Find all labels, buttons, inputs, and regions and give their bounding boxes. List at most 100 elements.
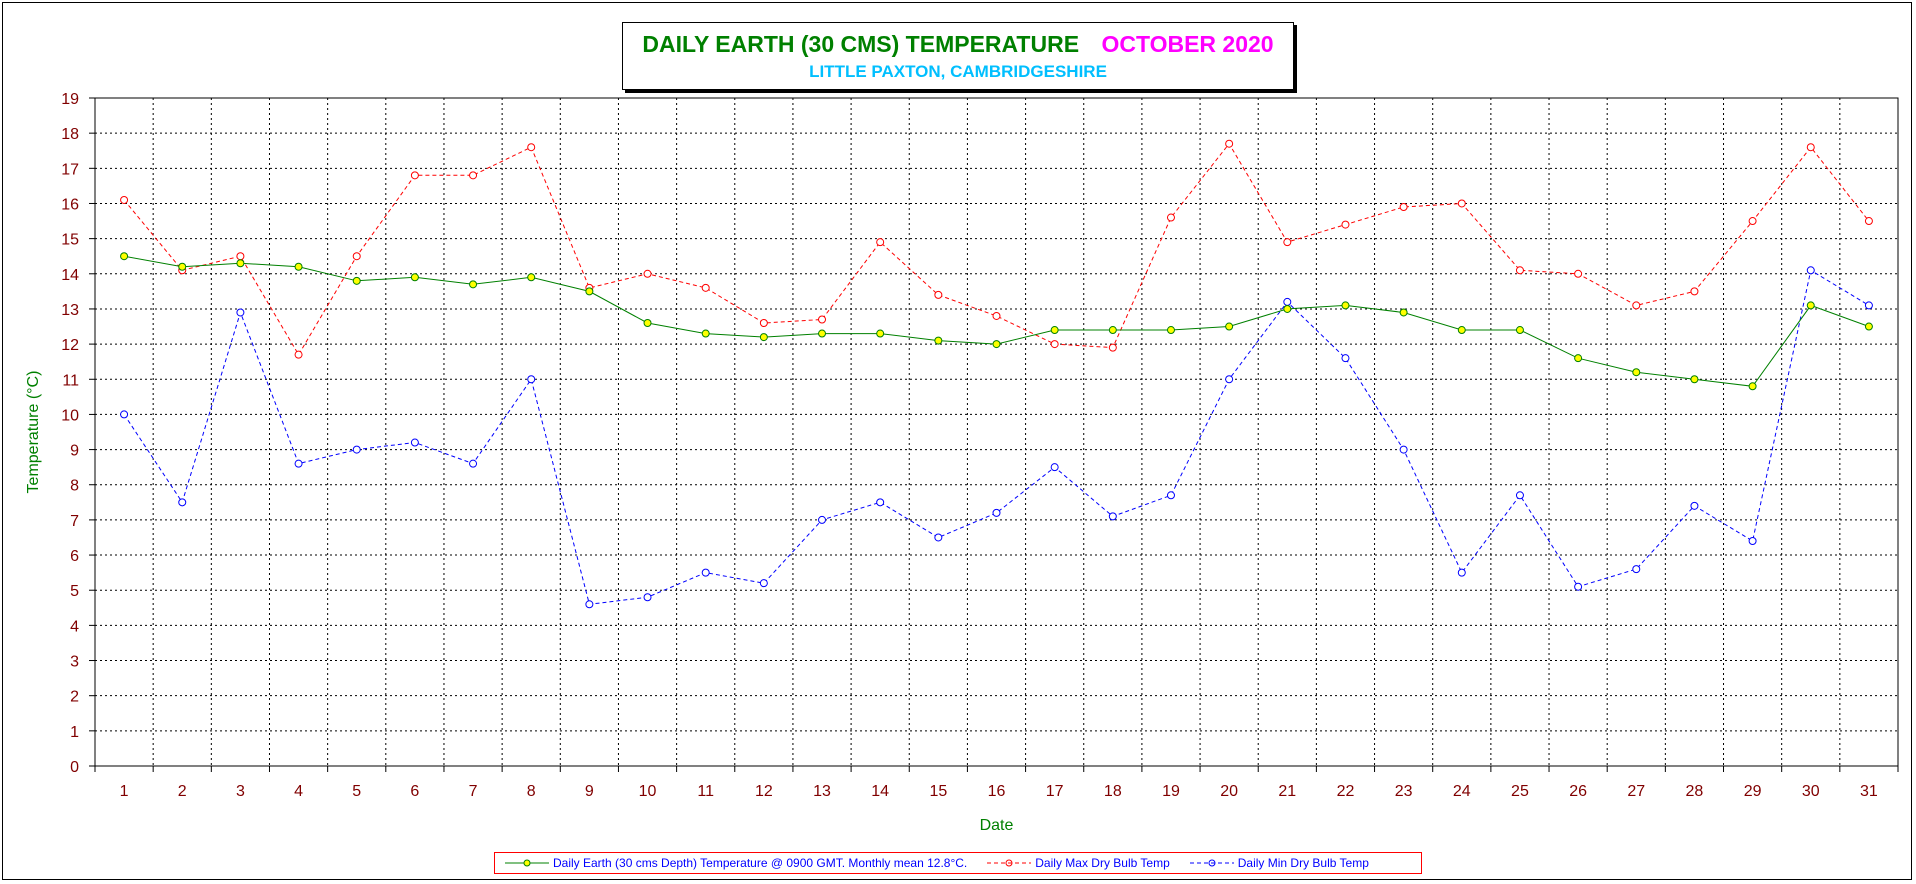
x-tick-label: 12	[755, 783, 773, 800]
y-tick-label: 3	[70, 654, 79, 671]
data-point-s1-24	[1457, 199, 1466, 208]
data-point-s2-31	[1864, 301, 1873, 310]
data-point-s2-21	[1283, 297, 1292, 306]
data-point-s1-13	[818, 315, 827, 324]
data-point-s1-22	[1341, 220, 1350, 229]
data-point-s0-29	[1748, 382, 1757, 391]
x-tick-label: 29	[1744, 783, 1762, 800]
y-tick-label: 5	[70, 583, 79, 600]
y-tick-label: 11	[62, 372, 79, 389]
data-point-s1-8	[527, 143, 536, 152]
x-tick-label: 7	[469, 783, 478, 800]
data-point-s2-28	[1690, 501, 1699, 510]
data-point-s1-3	[236, 252, 245, 261]
x-tick-label: 5	[352, 783, 361, 800]
x-tick-label: 21	[1278, 783, 1296, 800]
data-point-s0-30	[1806, 301, 1815, 310]
data-point-s0-31	[1864, 322, 1873, 331]
data-point-s0-25	[1515, 326, 1524, 335]
x-tick-label: 3	[236, 783, 245, 800]
x-tick-label: 27	[1627, 783, 1645, 800]
x-tick-label: 23	[1395, 783, 1413, 800]
x-tick-label: 17	[1046, 783, 1064, 800]
legend-label-max: Daily Max Dry Bulb Temp	[1035, 856, 1170, 870]
y-axis-label: Temperature (°C)	[25, 371, 42, 494]
data-point-s1-19	[1166, 213, 1175, 222]
data-point-s1-6	[410, 171, 419, 180]
data-point-s0-4	[294, 262, 303, 271]
data-point-s0-5	[352, 276, 361, 285]
y-tick-label: 17	[61, 161, 79, 178]
x-tick-label: 14	[871, 783, 889, 800]
data-point-s1-27	[1632, 301, 1641, 310]
x-tick-label: 15	[929, 783, 947, 800]
data-point-s1-16	[992, 311, 1001, 320]
x-tick-label: 31	[1860, 783, 1878, 800]
data-point-s2-26	[1574, 582, 1583, 591]
legend-label-earth: Daily Earth (30 cms Depth) Temperature @…	[553, 856, 968, 870]
x-tick-label: 26	[1569, 783, 1587, 800]
y-tick-label: 1	[70, 724, 79, 741]
x-tick-label: 24	[1453, 783, 1471, 800]
data-point-s2-29	[1748, 536, 1757, 545]
data-point-s1-20	[1225, 139, 1234, 148]
data-point-s2-1	[120, 410, 129, 419]
data-point-s1-11	[701, 283, 710, 292]
y-tick-label: 14	[61, 267, 79, 284]
x-tick-label: 20	[1220, 783, 1238, 800]
y-tick-label: 19	[61, 91, 79, 108]
chart-title: DAILY EARTH (30 CMS) TEMPERATURE	[642, 31, 1080, 57]
data-point-s0-16	[992, 340, 1001, 349]
legend-item-max: Daily Max Dry Bulb Temp	[987, 856, 1170, 870]
data-point-s0-1	[120, 252, 129, 261]
data-point-s2-7	[469, 459, 478, 468]
data-point-s2-13	[818, 515, 827, 524]
chart-title-box: DAILY EARTH (30 CMS) TEMPERATURE OCTOBER…	[622, 22, 1294, 90]
data-point-s2-25	[1515, 491, 1524, 500]
data-point-s2-20	[1225, 375, 1234, 384]
data-point-s2-30	[1806, 266, 1815, 275]
data-point-s1-31	[1864, 217, 1873, 226]
data-point-s0-2	[178, 262, 187, 271]
chart-title-line: DAILY EARTH (30 CMS) TEMPERATURE OCTOBER…	[623, 31, 1293, 58]
data-point-s0-24	[1457, 326, 1466, 335]
data-point-s1-28	[1690, 287, 1699, 296]
y-tick-label: 13	[61, 302, 79, 319]
series-layer	[120, 139, 1873, 609]
grid	[95, 98, 1898, 766]
data-point-s2-12	[759, 579, 768, 588]
plot-area	[94, 97, 1899, 767]
x-tick-label: 30	[1802, 783, 1820, 800]
legend-swatch-min	[1189, 859, 1234, 867]
data-point-s2-8	[527, 375, 536, 384]
data-point-s0-8	[527, 273, 536, 282]
data-point-s1-21	[1283, 238, 1292, 247]
x-tick-label: 9	[585, 783, 594, 800]
data-point-s1-26	[1574, 269, 1583, 278]
data-point-s2-18	[1108, 512, 1117, 521]
data-point-s2-15	[934, 533, 943, 542]
y-tick-label: 18	[61, 126, 79, 143]
data-point-s2-22	[1341, 354, 1350, 363]
data-point-s2-27	[1632, 565, 1641, 574]
y-tick-label: 2	[70, 689, 79, 706]
x-tick-label: 4	[294, 783, 303, 800]
legend-item-min: Daily Min Dry Bulb Temp	[1189, 856, 1369, 870]
data-point-s2-23	[1399, 445, 1408, 454]
legend-swatch-earth	[505, 859, 549, 867]
chart-title-month: OCTOBER 2020	[1101, 31, 1274, 57]
data-point-s2-24	[1457, 568, 1466, 577]
x-tick-label: 19	[1162, 783, 1180, 800]
y-tick-label: 7	[70, 513, 79, 530]
y-tick-label: 15	[61, 232, 79, 249]
data-point-s0-26	[1574, 354, 1583, 363]
x-tick-label: 6	[410, 783, 419, 800]
data-point-s1-5	[352, 252, 361, 261]
data-point-s0-18	[1108, 326, 1117, 335]
data-point-s2-16	[992, 508, 1001, 517]
data-point-s2-4	[294, 459, 303, 468]
data-point-s1-29	[1748, 217, 1757, 226]
x-tick-label: 16	[988, 783, 1006, 800]
